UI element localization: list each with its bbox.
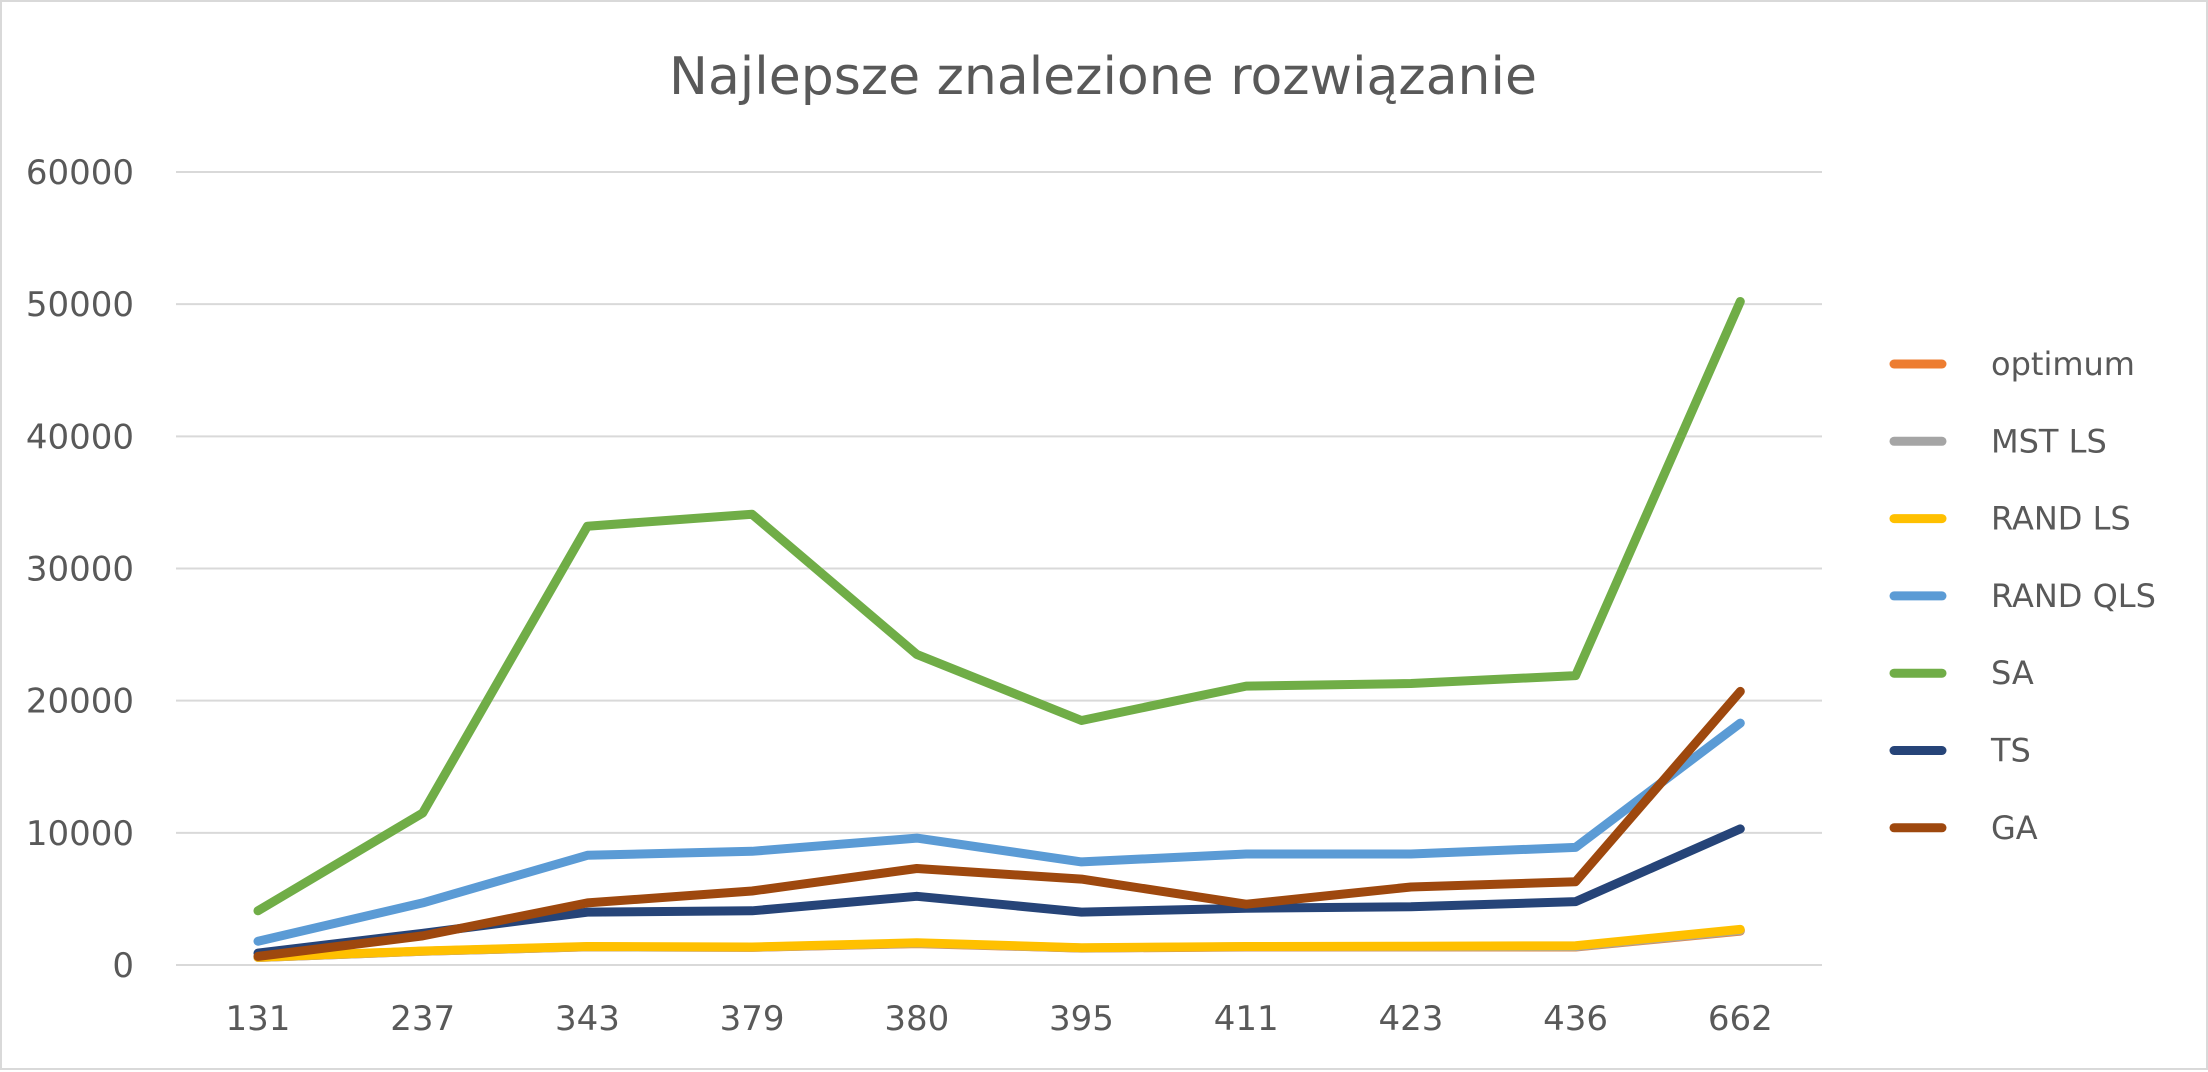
- gridlines: [176, 171, 1822, 966]
- x-tick-label: 411: [1214, 999, 1279, 1039]
- y-tick-label: 10000: [26, 814, 134, 854]
- x-axis-tick-labels: 131 237 343 379 380 395 411 423 436 662: [226, 999, 1773, 1039]
- x-tick-label: 423: [1378, 999, 1443, 1039]
- y-tick-label: 40000: [26, 417, 134, 457]
- x-tick-label: 237: [390, 999, 455, 1039]
- legend: optimum MST LS RAND LS RAND QLS SA TS GA: [1889, 345, 2156, 847]
- series-lines: [253, 297, 1745, 962]
- x-tick-label: 380: [884, 999, 949, 1039]
- x-tick-label: 379: [720, 999, 785, 1039]
- legend-label: RAND LS: [1991, 500, 2131, 538]
- legend-item-rand-qls: RAND QLS: [1889, 577, 2156, 615]
- legend-item-ga: GA: [1889, 809, 2038, 847]
- legend-label: MST LS: [1991, 422, 2107, 460]
- legend-label: SA: [1991, 654, 2034, 692]
- legend-item-optimum: optimum: [1889, 345, 2135, 383]
- y-tick-label: 30000: [26, 550, 134, 590]
- legend-item-mst-ls: MST LS: [1889, 422, 2107, 460]
- x-tick-label: 662: [1708, 999, 1773, 1039]
- y-tick-label: 0: [112, 946, 134, 986]
- legend-item-sa: SA: [1889, 654, 2034, 692]
- legend-label: TS: [1990, 732, 2031, 770]
- x-tick-label: 131: [226, 999, 291, 1039]
- legend-item-rand-ls: RAND LS: [1889, 500, 2131, 538]
- legend-label: GA: [1991, 809, 2038, 847]
- series-line-rand-ls: [253, 924, 1745, 962]
- x-tick-label: 343: [555, 999, 620, 1039]
- x-tick-label: 436: [1543, 999, 1608, 1039]
- y-tick-label: 20000: [26, 682, 134, 722]
- y-axis-tick-labels: 0 10000 20000 30000 40000 50000 60000: [26, 153, 134, 986]
- chart-title: Najlepsze znalezione rozwiązanie: [669, 47, 1537, 107]
- series-line-ga: [253, 686, 1745, 961]
- legend-item-ts: TS: [1889, 732, 2031, 770]
- legend-label: optimum: [1991, 345, 2135, 383]
- y-tick-label: 60000: [26, 153, 134, 193]
- y-tick-label: 50000: [26, 285, 134, 325]
- series-line-sa: [253, 297, 1745, 916]
- x-tick-label: 395: [1049, 999, 1114, 1039]
- legend-label: RAND QLS: [1991, 577, 2156, 615]
- series-line-rand-qls: [253, 718, 1745, 946]
